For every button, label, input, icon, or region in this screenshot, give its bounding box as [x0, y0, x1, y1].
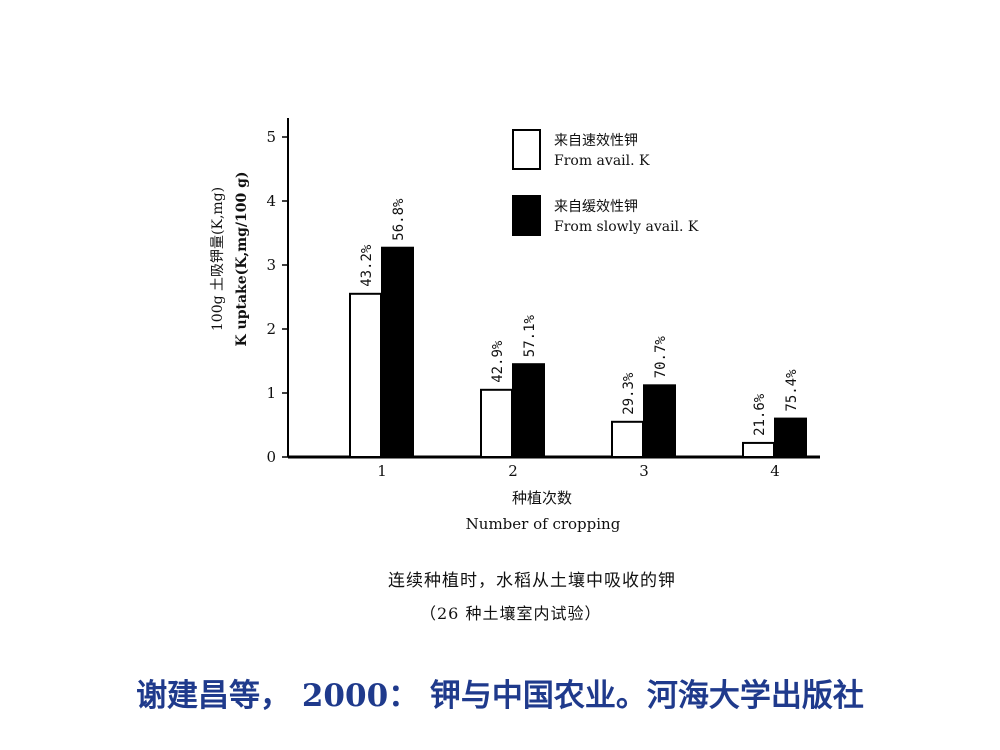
- bar: [643, 384, 676, 459]
- y-tick-label: 3: [266, 256, 276, 274]
- x-tick-label: 1: [377, 462, 387, 480]
- source-citation: 谢建昌等， 2000： 钾与中国农业。河海大学出版社: [136, 678, 864, 714]
- bar: [742, 441, 775, 459]
- bar: [480, 388, 513, 458]
- legend-label-cn: 来自缓效性钾: [554, 199, 638, 215]
- bar: [349, 292, 382, 458]
- bar-data-label: 43.2%: [359, 244, 375, 287]
- bar: [381, 246, 414, 458]
- x-axis-label-en: Number of cropping: [466, 515, 621, 533]
- y-tick-label: 4: [266, 192, 276, 210]
- bar-data-label: 42.9%: [490, 340, 506, 383]
- figure-subcaption: （26 种土壤室内试验）: [420, 604, 602, 623]
- legend-label-cn: 来自速效性钾: [554, 133, 638, 149]
- legend-swatch: [512, 195, 541, 236]
- bar: [611, 420, 644, 458]
- bar-data-label: 56.8%: [391, 198, 407, 241]
- x-axis-label-cn: 种植次数: [512, 489, 572, 507]
- y-axis-label-cn: 100g 土吸钾量(K,mg): [210, 187, 226, 331]
- y-tick-label: 5: [266, 128, 276, 146]
- x-tick-label: 3: [639, 462, 649, 480]
- chart-bars: [349, 246, 807, 459]
- y-tick-label: 2: [266, 320, 276, 338]
- legend-swatch: [512, 129, 541, 170]
- x-tick-label: 2: [508, 462, 518, 480]
- chart-legend: 来自速效性钾 From avail. K 来自缓效性钾 From slowly ava…: [512, 129, 699, 236]
- bar-data-label: 57.1%: [522, 314, 538, 357]
- bar-data-label: 70.7%: [653, 336, 669, 379]
- x-tick-label: 4: [770, 462, 780, 480]
- legend-label-en: From slowly avail. K: [554, 219, 699, 235]
- y-axis-label-en: K uptake(K,mg/100 g): [234, 171, 250, 346]
- legend-label-en: From avail. K: [554, 153, 650, 169]
- chart-bar-labels: 43.2% 56.8% 42.9% 57.1% 29.3% 70.7% 21.6% 75.4%: [359, 198, 800, 436]
- y-tick-label: 0: [266, 448, 276, 466]
- bar: [774, 417, 807, 459]
- bar-chart: 0 1 2 3 4 5 1 2 3 4 43.2% 56.8% 42.9% 57.1% 29.3% 70.7…: [210, 118, 820, 533]
- bar-data-label: 21.6%: [752, 393, 768, 436]
- y-tick-label: 1: [266, 384, 276, 402]
- bar-data-label: 29.3%: [621, 372, 637, 415]
- bar-data-label: 75.4%: [784, 369, 800, 412]
- figure-caption: 连续种植时，水稻从土壤中吸收的钾: [388, 571, 676, 591]
- bar: [512, 363, 545, 459]
